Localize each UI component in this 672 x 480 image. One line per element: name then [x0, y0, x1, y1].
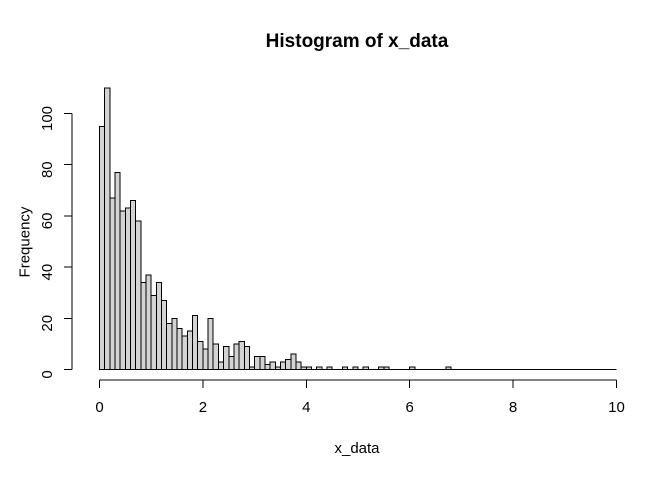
histogram-bar — [109, 197, 116, 370]
histogram-bar — [150, 294, 157, 371]
y-tick-label: 0 — [39, 370, 56, 378]
histogram-bar — [186, 330, 194, 371]
histogram-bar — [223, 345, 230, 370]
histogram-bar — [285, 358, 292, 371]
histogram-bar — [130, 200, 137, 370]
histogram-bar — [259, 356, 266, 371]
x-tick-label: 8 — [509, 399, 517, 416]
histogram-bar — [114, 171, 121, 370]
histogram-bar — [228, 356, 235, 371]
histogram-bar — [155, 281, 163, 370]
histogram-bar — [140, 281, 147, 370]
histogram-bar — [248, 366, 256, 371]
histogram-bar — [212, 343, 219, 370]
histogram-bar — [352, 366, 359, 371]
histogram-bar — [264, 363, 271, 371]
x-tick-label: 10 — [608, 399, 625, 416]
histogram-bar — [99, 125, 106, 370]
x-axis-label: x_data — [334, 440, 380, 457]
histogram-bar — [274, 366, 281, 371]
y-tick-label: 20 — [39, 315, 56, 332]
histogram-bar — [326, 366, 333, 371]
histogram-bar — [316, 366, 323, 371]
histogram-bar — [341, 366, 349, 371]
histogram-bar — [445, 366, 452, 371]
histogram-bar — [207, 317, 214, 370]
histogram-bar — [409, 366, 416, 371]
histogram-bar — [362, 366, 369, 371]
histogram-bar — [181, 335, 188, 370]
y-tick-label: 60 — [39, 213, 56, 230]
x-tick-label: 6 — [406, 399, 414, 416]
histogram-bar — [383, 366, 390, 371]
histogram-bar — [300, 366, 307, 371]
histogram-bar — [233, 343, 240, 370]
y-tick-label: 100 — [39, 106, 56, 131]
histogram-bar — [166, 322, 173, 371]
histogram-bar — [192, 315, 199, 370]
histogram-bar — [238, 340, 245, 370]
chart-title: Histogram of x_data — [265, 31, 449, 52]
histogram-bar — [176, 328, 183, 371]
x-tick-label: 2 — [199, 399, 207, 416]
histogram-bar — [269, 361, 276, 371]
histogram-bar — [305, 366, 312, 371]
histogram-bar — [145, 274, 152, 370]
x-tick-label: 4 — [302, 399, 310, 416]
y-axis-label: Frequency — [16, 206, 34, 278]
histogram-bar — [119, 210, 126, 370]
histogram-bar — [279, 361, 287, 371]
histogram-bar — [197, 340, 204, 370]
histogram-bar — [171, 317, 178, 370]
histogram-bar — [135, 220, 142, 370]
y-tick-label: 40 — [39, 264, 56, 281]
histogram-bar — [290, 353, 297, 371]
histogram-bar — [124, 207, 132, 370]
histogram-bar — [295, 361, 302, 371]
y-tick-label: 80 — [39, 161, 56, 178]
histogram-bar — [202, 348, 209, 370]
histogram-bar — [378, 366, 385, 371]
histogram-bar — [243, 345, 250, 370]
histogram-bar — [254, 356, 261, 371]
histogram-bar — [217, 361, 225, 371]
x-tick-label: 0 — [95, 399, 103, 416]
histogram-bar — [104, 87, 111, 371]
histogram-bar — [161, 299, 168, 371]
